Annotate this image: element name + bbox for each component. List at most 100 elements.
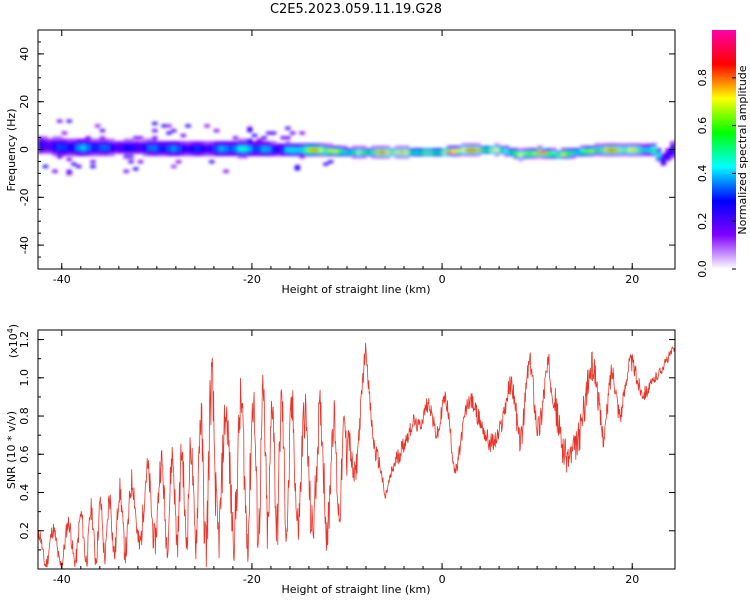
heatmap-cell <box>114 145 120 149</box>
heatmap-cell <box>622 148 629 152</box>
heatmap-cell <box>118 145 125 149</box>
heatmap-cell <box>327 150 334 154</box>
heatmap-cell <box>399 153 405 157</box>
heatmap-cell <box>204 150 210 154</box>
heatmap-cell <box>52 150 58 154</box>
heatmap-cell <box>251 141 258 145</box>
heatmap-cell <box>128 141 134 145</box>
heatmap-cell <box>537 153 543 157</box>
heatmap-cell <box>152 141 158 145</box>
heatmap-cell <box>194 145 201 149</box>
heatmap-cell <box>142 153 148 157</box>
heatmap-cell <box>456 145 462 149</box>
heatmap-cell <box>313 153 320 157</box>
heatmap-cell <box>190 141 196 145</box>
heatmap-cell <box>128 155 134 159</box>
heatmap-cell <box>247 145 253 149</box>
heatmap-cell <box>646 143 652 147</box>
heatmap-cell <box>275 150 282 154</box>
heatmap-cell <box>147 145 153 149</box>
heatmap-cell <box>427 153 434 157</box>
heatmap-cell <box>142 143 148 147</box>
heatmap-cell <box>332 148 339 152</box>
heatmap-cell <box>57 148 63 152</box>
heatmap-cell <box>152 145 158 149</box>
heatmap-cell <box>175 153 182 157</box>
heatmap-cell <box>114 150 120 154</box>
heatmap-cell <box>617 145 624 149</box>
heatmap-cell <box>42 145 49 149</box>
heatmap-cell <box>133 136 139 140</box>
heatmap-cell <box>242 150 248 154</box>
heatmap-cell <box>123 145 129 149</box>
heatmap-cell <box>218 145 224 149</box>
heatmap-cell <box>61 148 68 152</box>
heatmap-cell <box>494 148 500 152</box>
spectrogram-x-tick-label: 0 <box>439 273 446 286</box>
colorbar-scale <box>712 30 736 269</box>
heatmap-cell <box>370 148 377 152</box>
heatmap-cell <box>327 143 334 147</box>
heatmap-cell <box>71 162 77 166</box>
heatmap-cell <box>42 143 49 147</box>
heatmap-cell <box>518 157 524 161</box>
heatmap-cell <box>451 145 457 149</box>
heatmap-cell <box>670 141 675 145</box>
heatmap-cell <box>128 160 134 164</box>
heatmap-cell <box>617 150 624 154</box>
heatmap-cell <box>437 148 443 152</box>
heatmap-cell <box>432 148 438 152</box>
heatmap-cell <box>494 143 500 147</box>
heatmap-cell <box>42 138 49 142</box>
heatmap-cell <box>385 145 391 149</box>
heatmap-cell <box>152 138 158 142</box>
heatmap-cell <box>95 150 101 154</box>
heatmap-cell <box>323 143 329 147</box>
heatmap-cell <box>608 145 614 149</box>
heatmap-cell <box>308 153 315 157</box>
heatmap-cell <box>90 141 96 145</box>
heatmap-cell <box>104 145 110 149</box>
heatmap-cell <box>204 143 210 147</box>
heatmap-cell <box>456 148 462 152</box>
heatmap-cell <box>190 143 196 147</box>
heatmap-cell <box>665 148 671 152</box>
heatmap-cell <box>171 165 177 169</box>
heatmap-cell <box>408 153 415 157</box>
heatmap-cell <box>280 143 286 147</box>
heatmap-cell <box>446 145 453 149</box>
heatmap-cell <box>327 145 334 149</box>
heatmap-cell <box>61 131 68 135</box>
heatmap-cell <box>404 145 410 149</box>
heatmap-cell <box>90 165 96 169</box>
heatmap-cell <box>76 165 82 169</box>
heatmap-cell <box>375 150 381 154</box>
heatmap-cell <box>161 145 167 149</box>
heatmap-cell <box>171 143 177 147</box>
heatmap-cell <box>204 148 210 152</box>
heatmap-cell <box>375 153 381 157</box>
heatmap-cell <box>332 150 339 154</box>
heatmap-cell <box>156 150 163 154</box>
heatmap-cell <box>499 148 505 152</box>
heatmap-cell <box>251 145 258 149</box>
heatmap-cell <box>318 143 324 147</box>
heatmap-cell <box>598 143 605 147</box>
heatmap-cell <box>123 150 129 154</box>
heatmap-cell <box>61 145 68 149</box>
heatmap-cell <box>52 145 58 149</box>
heatmap-cell <box>294 167 301 171</box>
heatmap-cell <box>404 150 410 154</box>
heatmap-cell <box>404 155 410 159</box>
heatmap-cell <box>608 150 614 154</box>
heatmap-cell <box>518 150 524 154</box>
heatmap-cell <box>551 155 557 159</box>
heatmap-cell <box>465 148 472 152</box>
heatmap-cell <box>242 153 248 157</box>
heatmap-cell <box>613 143 619 147</box>
heatmap-cell <box>256 143 263 147</box>
snr-series-line <box>38 342 675 568</box>
heatmap-cell <box>152 129 158 133</box>
heatmap-cell <box>104 141 110 145</box>
heatmap-cell <box>560 148 567 152</box>
